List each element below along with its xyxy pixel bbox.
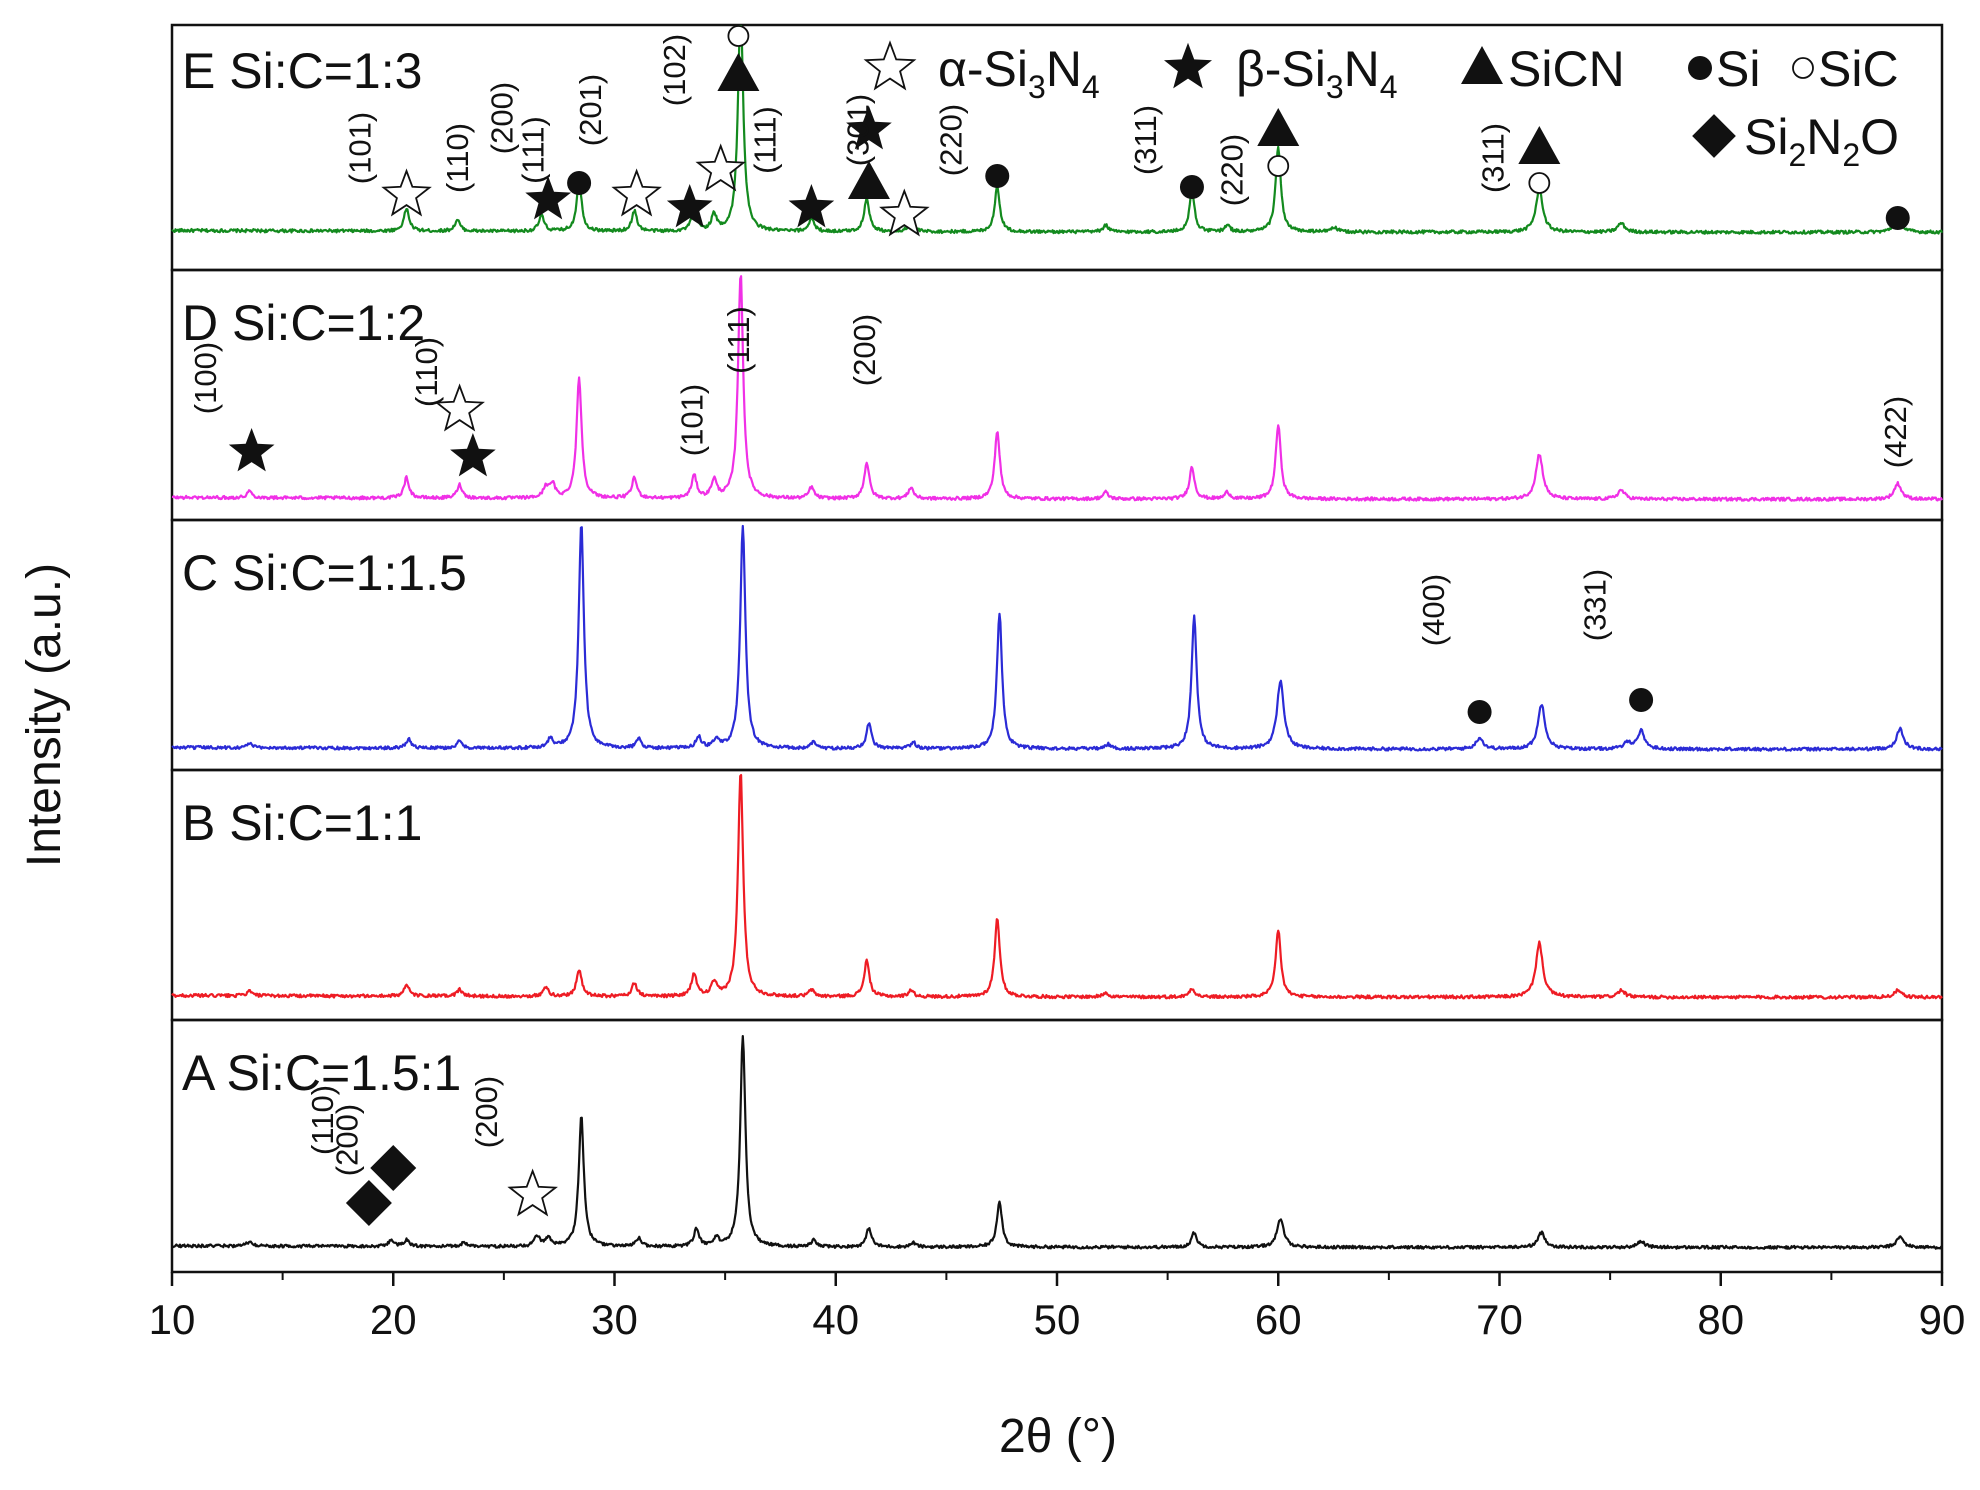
x-tick-label: 60 <box>1255 1296 1302 1343</box>
peak-marker-triangle-E <box>847 161 890 199</box>
peak-marker-circle-E <box>567 171 592 195</box>
hkl-label-E: (301) <box>841 94 876 166</box>
legend-marker-si2n2o <box>1692 114 1736 158</box>
peak-marker-triangle-E <box>1518 126 1561 164</box>
peak-marker-star-D <box>450 433 496 477</box>
legend-label-si: Si <box>1716 41 1760 97</box>
peak-marker-star-open-E <box>611 168 662 217</box>
peak-marker-star-D <box>228 428 275 472</box>
legend-marker-beta-si3n4 <box>1164 42 1212 89</box>
hkl-label-E: (101) <box>343 112 378 184</box>
legend-label-beta-si3n4: β-Si3N4 <box>1236 41 1398 105</box>
peak-marker-diamond-A <box>370 1145 417 1191</box>
peak-marker-star-open-E <box>381 168 432 217</box>
peak-marker-circle-open-E <box>727 25 750 47</box>
legend-marker-sic <box>1792 57 1814 79</box>
x-tick-label: 50 <box>1034 1296 1081 1343</box>
panel-label-A: A Si:C=1.5:1 <box>182 1045 461 1101</box>
peak-marker-triangle-E <box>717 53 760 91</box>
peak-marker-diamond-A <box>345 1180 392 1226</box>
peak-marker-circle-C <box>1629 688 1654 712</box>
legend-label-si2n2o: Si2N2O <box>1744 109 1899 173</box>
legend-label-sic: SiC <box>1818 41 1899 97</box>
hkl-label-D: (100) <box>188 342 223 414</box>
hkl-label-E: (110) <box>440 123 475 193</box>
hkl-label-D: (200) <box>847 314 882 386</box>
x-tick-label: 90 <box>1919 1296 1966 1343</box>
legend-marker-si <box>1688 56 1712 80</box>
x-tick-label: 70 <box>1476 1296 1523 1343</box>
peak-marker-circle-E <box>1885 206 1910 230</box>
peak-marker-star-E <box>846 106 892 150</box>
x-tick-label: 20 <box>370 1296 417 1343</box>
hkl-label-D: (110) <box>409 337 444 407</box>
x-axis-title: 2θ (°) <box>999 1410 1117 1463</box>
xrd-pattern-B <box>171 774 1943 1000</box>
markers-layer: (101) (110)(200)(111)(201)(102)(111) (301)… <box>188 25 1913 1226</box>
legend-marker-sicn <box>1461 46 1503 84</box>
legend-label-sicn: SiCN <box>1508 41 1625 97</box>
hkl-label-E: (311) <box>1476 123 1511 193</box>
hkl-label-D: (422) <box>1878 396 1913 468</box>
x-tick-label: 40 <box>812 1296 859 1343</box>
panel-label-B: B Si:C=1:1 <box>182 795 422 851</box>
xrd-pattern-C <box>171 524 1943 752</box>
panel-label-C: C Si:C=1:1.5 <box>182 545 467 601</box>
hkl-label-A: (200) <box>469 1076 504 1148</box>
peak-marker-star-open-D <box>434 383 485 432</box>
peak-marker-circle-E <box>1179 175 1204 199</box>
xrd-pattern-A <box>171 1035 1943 1250</box>
hkl-label-A: (110) <box>305 1085 340 1155</box>
xrd-pattern-D <box>171 275 1943 502</box>
x-tick-label: 10 <box>149 1296 196 1343</box>
panel-label-D: D Si:C=1:2 <box>182 295 425 351</box>
hkl-label-C: (331) <box>1577 569 1612 641</box>
peak-marker-star-open-E <box>695 143 746 192</box>
hkl-label-E: (201) <box>573 74 608 146</box>
hkl-label-A: (200) <box>329 1104 364 1176</box>
hkl-label-E: (102) <box>657 34 692 106</box>
peak-marker-star-E <box>525 176 571 220</box>
peak-marker-triangle-E <box>1257 108 1300 146</box>
y-axis-title: Intensity (a.u.) <box>18 563 71 867</box>
hkl-label-E: (111) <box>515 116 550 184</box>
xrd-pattern-E <box>171 24 1944 235</box>
peak-marker-star-E <box>788 184 835 228</box>
panels-layer: E Si:C=1:3 D Si:C=1:2 C Si:C=1:1.5 B Si:C=1… <box>170 23 1944 1274</box>
hkl-label-D: (101) <box>674 384 709 456</box>
legend-label-alpha-si3n4: α-Si3N4 <box>938 41 1100 105</box>
x-tick-label: 80 <box>1697 1296 1744 1343</box>
hkl-label-E: (311) <box>1128 105 1163 175</box>
peak-marker-circle-C <box>1467 700 1492 724</box>
peak-marker-star-open-A <box>507 1168 558 1217</box>
legend-marker-alpha-si3n4 <box>863 40 917 91</box>
peak-marker-circle-open-E <box>1528 172 1551 194</box>
panel-frame-B <box>170 768 1944 1022</box>
peak-marker-circle-open-E <box>1267 155 1290 177</box>
peak-marker-circle-E <box>985 164 1010 188</box>
hkl-label-E: (220) <box>1214 134 1249 206</box>
hkl-label-E: (111) <box>748 106 783 174</box>
legend: α-Si3N4 β-Si3N4 SiCN Si SiC Si2N2O <box>863 40 1899 173</box>
x-axis: 10 20 30 40 50 60 70 80 90 <box>149 1272 1966 1343</box>
x-tick-label: 30 <box>591 1296 638 1343</box>
hkl-label-D: (111) <box>721 306 756 374</box>
peak-marker-star-open-E <box>879 188 930 237</box>
hkl-label-E: (200) <box>484 82 519 154</box>
hkl-label-E: (220) <box>933 104 968 176</box>
hkl-label-C: (400) <box>1416 574 1451 646</box>
peak-marker-star-E <box>666 184 713 228</box>
panel-label-E: E Si:C=1:3 <box>182 43 422 99</box>
